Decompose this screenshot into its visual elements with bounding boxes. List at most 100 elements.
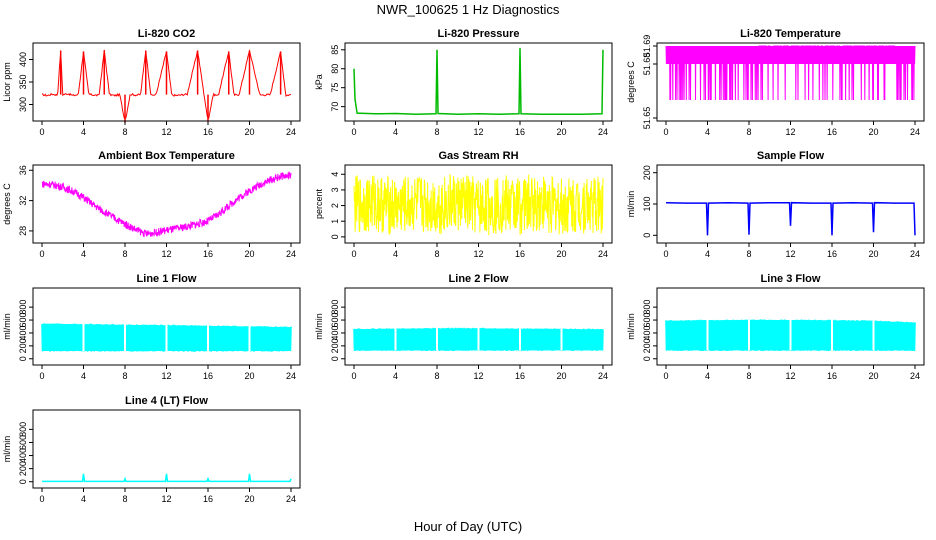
- flow-gap: [748, 318, 750, 351]
- y-tick-label: 200: [18, 461, 28, 476]
- x-tick-label: 4: [81, 127, 86, 137]
- y-axis-label: ml/min: [314, 313, 324, 340]
- panel-title: Line 1 Flow: [137, 273, 197, 285]
- x-axis: 0 4 8 12 16 20 24: [663, 121, 920, 137]
- panel-title: Gas Stream RH: [438, 150, 518, 162]
- y-tick-label: 200: [18, 338, 28, 353]
- panel-title: Line 3 Flow: [761, 273, 821, 285]
- y-tick-label: 600: [642, 313, 652, 328]
- y-tick-label: 600: [18, 313, 28, 328]
- panel-title: Li-820 Temperature: [740, 28, 841, 40]
- x-tick-label: 8: [122, 371, 127, 381]
- x-tick-label: 8: [746, 249, 751, 259]
- panel-10: Line 4 (LT) Flow ml/min 0 4 8 12 16 20 24 0 200400…: [2, 395, 301, 504]
- x-tick-label: 4: [81, 494, 86, 504]
- series-line: [42, 473, 292, 483]
- x-tick-label: 0: [663, 127, 668, 137]
- x-tick-label: 8: [434, 249, 439, 259]
- x-tick-label: 16: [827, 127, 837, 137]
- x-tick-label: 24: [598, 371, 608, 381]
- series: [353, 327, 604, 352]
- y-tick-label: 51.69: [642, 35, 652, 58]
- x-tick-label: 24: [598, 127, 608, 137]
- y-tick-label: 0: [642, 356, 652, 361]
- x-axis: 0 4 8 12 16 20 24: [663, 243, 920, 259]
- flow-gap: [124, 321, 126, 352]
- x-axis: 0 4 8 12 16 20 24: [39, 121, 296, 137]
- panel-2: Li-820 Pressure kPa 0 4 8 12 16 20 24 70 75 80 85: [314, 28, 613, 137]
- x-tick-label: 24: [910, 127, 920, 137]
- y-tick-label: 800: [330, 300, 340, 315]
- x-tick-label: 24: [286, 494, 296, 504]
- x-tick-label: 12: [161, 494, 171, 504]
- flow-gap: [789, 318, 792, 351]
- figure-x-label: Hour of Day (UTC): [414, 519, 522, 534]
- y-axis-label: Licor ppm: [2, 62, 12, 102]
- x-tick-label: 0: [351, 127, 356, 137]
- y-axis: 0 1 2 3 4: [330, 172, 345, 239]
- panel-title: Ambient Box Temperature: [98, 150, 235, 162]
- series: [353, 47, 604, 115]
- x-tick-label: 12: [785, 371, 795, 381]
- y-tick-label: 4: [330, 172, 340, 177]
- flow-gap: [436, 327, 438, 351]
- y-tick-label: 100: [642, 196, 652, 211]
- y-tick-label: 400: [18, 325, 28, 340]
- flow-gap: [519, 327, 521, 351]
- x-tick-label: 20: [868, 249, 878, 259]
- y-tick-label: 0: [642, 233, 652, 238]
- x-tick-label: 12: [473, 371, 483, 381]
- plot-frame: [344, 287, 613, 366]
- y-tick-label: 32: [18, 196, 28, 206]
- x-tick-label: 16: [515, 249, 525, 259]
- series: [41, 321, 292, 352]
- x-axis: 0 4 8 12 16 20 24: [351, 365, 608, 381]
- y-axis: 70 75 80 85: [330, 45, 345, 112]
- y-axis: 28 32 36: [18, 165, 33, 236]
- y-tick-label: 0: [330, 356, 340, 361]
- x-tick-label: 20: [244, 127, 254, 137]
- x-tick-label: 20: [244, 249, 254, 259]
- x-tick-label: 8: [122, 494, 127, 504]
- y-tick-label: 28: [18, 226, 28, 236]
- x-tick-label: 24: [286, 371, 296, 381]
- series: [41, 170, 292, 237]
- y-tick-label: 200: [642, 165, 652, 180]
- x-tick-label: 16: [203, 371, 213, 381]
- series-line: [353, 47, 604, 115]
- x-tick-label: 20: [244, 371, 254, 381]
- x-tick-label: 16: [827, 249, 837, 259]
- y-tick-label: 200: [642, 338, 652, 353]
- x-tick-label: 0: [39, 249, 44, 259]
- y-axis-label: degrees C: [2, 183, 12, 225]
- y-axis-label: ml/min: [2, 436, 12, 463]
- y-tick-label: 0: [330, 234, 340, 239]
- panel-6: Sample Flow ml/min 0 4 8 12 16 20 24 0 100 200: [626, 150, 925, 259]
- x-tick-label: 24: [286, 249, 296, 259]
- x-tick-label: 12: [161, 127, 171, 137]
- flow-gap: [477, 327, 480, 351]
- y-tick-label: 51.68: [642, 53, 652, 76]
- x-tick-label: 12: [473, 127, 483, 137]
- x-tick-label: 12: [473, 249, 483, 259]
- y-tick-label: 600: [330, 313, 340, 328]
- figure-title: NWR_100625 1 Hz Diagnostics: [377, 2, 560, 17]
- y-tick-label: 600: [18, 435, 28, 450]
- y-tick-label: 800: [18, 422, 28, 437]
- y-axis-label: kPa: [314, 74, 324, 90]
- x-tick-label: 8: [122, 127, 127, 137]
- y-tick-label: 400: [642, 325, 652, 340]
- series: [665, 201, 916, 236]
- x-tick-label: 0: [39, 494, 44, 504]
- y-tick-label: 800: [642, 300, 652, 315]
- flow-gap: [165, 321, 168, 352]
- series-line: [353, 174, 604, 236]
- y-axis-label: ml/min: [626, 191, 636, 218]
- flow-gap: [872, 318, 875, 351]
- x-tick-label: 8: [434, 371, 439, 381]
- y-tick-label: 200: [330, 338, 340, 353]
- x-tick-label: 24: [286, 127, 296, 137]
- y-tick-label: 3: [330, 187, 340, 192]
